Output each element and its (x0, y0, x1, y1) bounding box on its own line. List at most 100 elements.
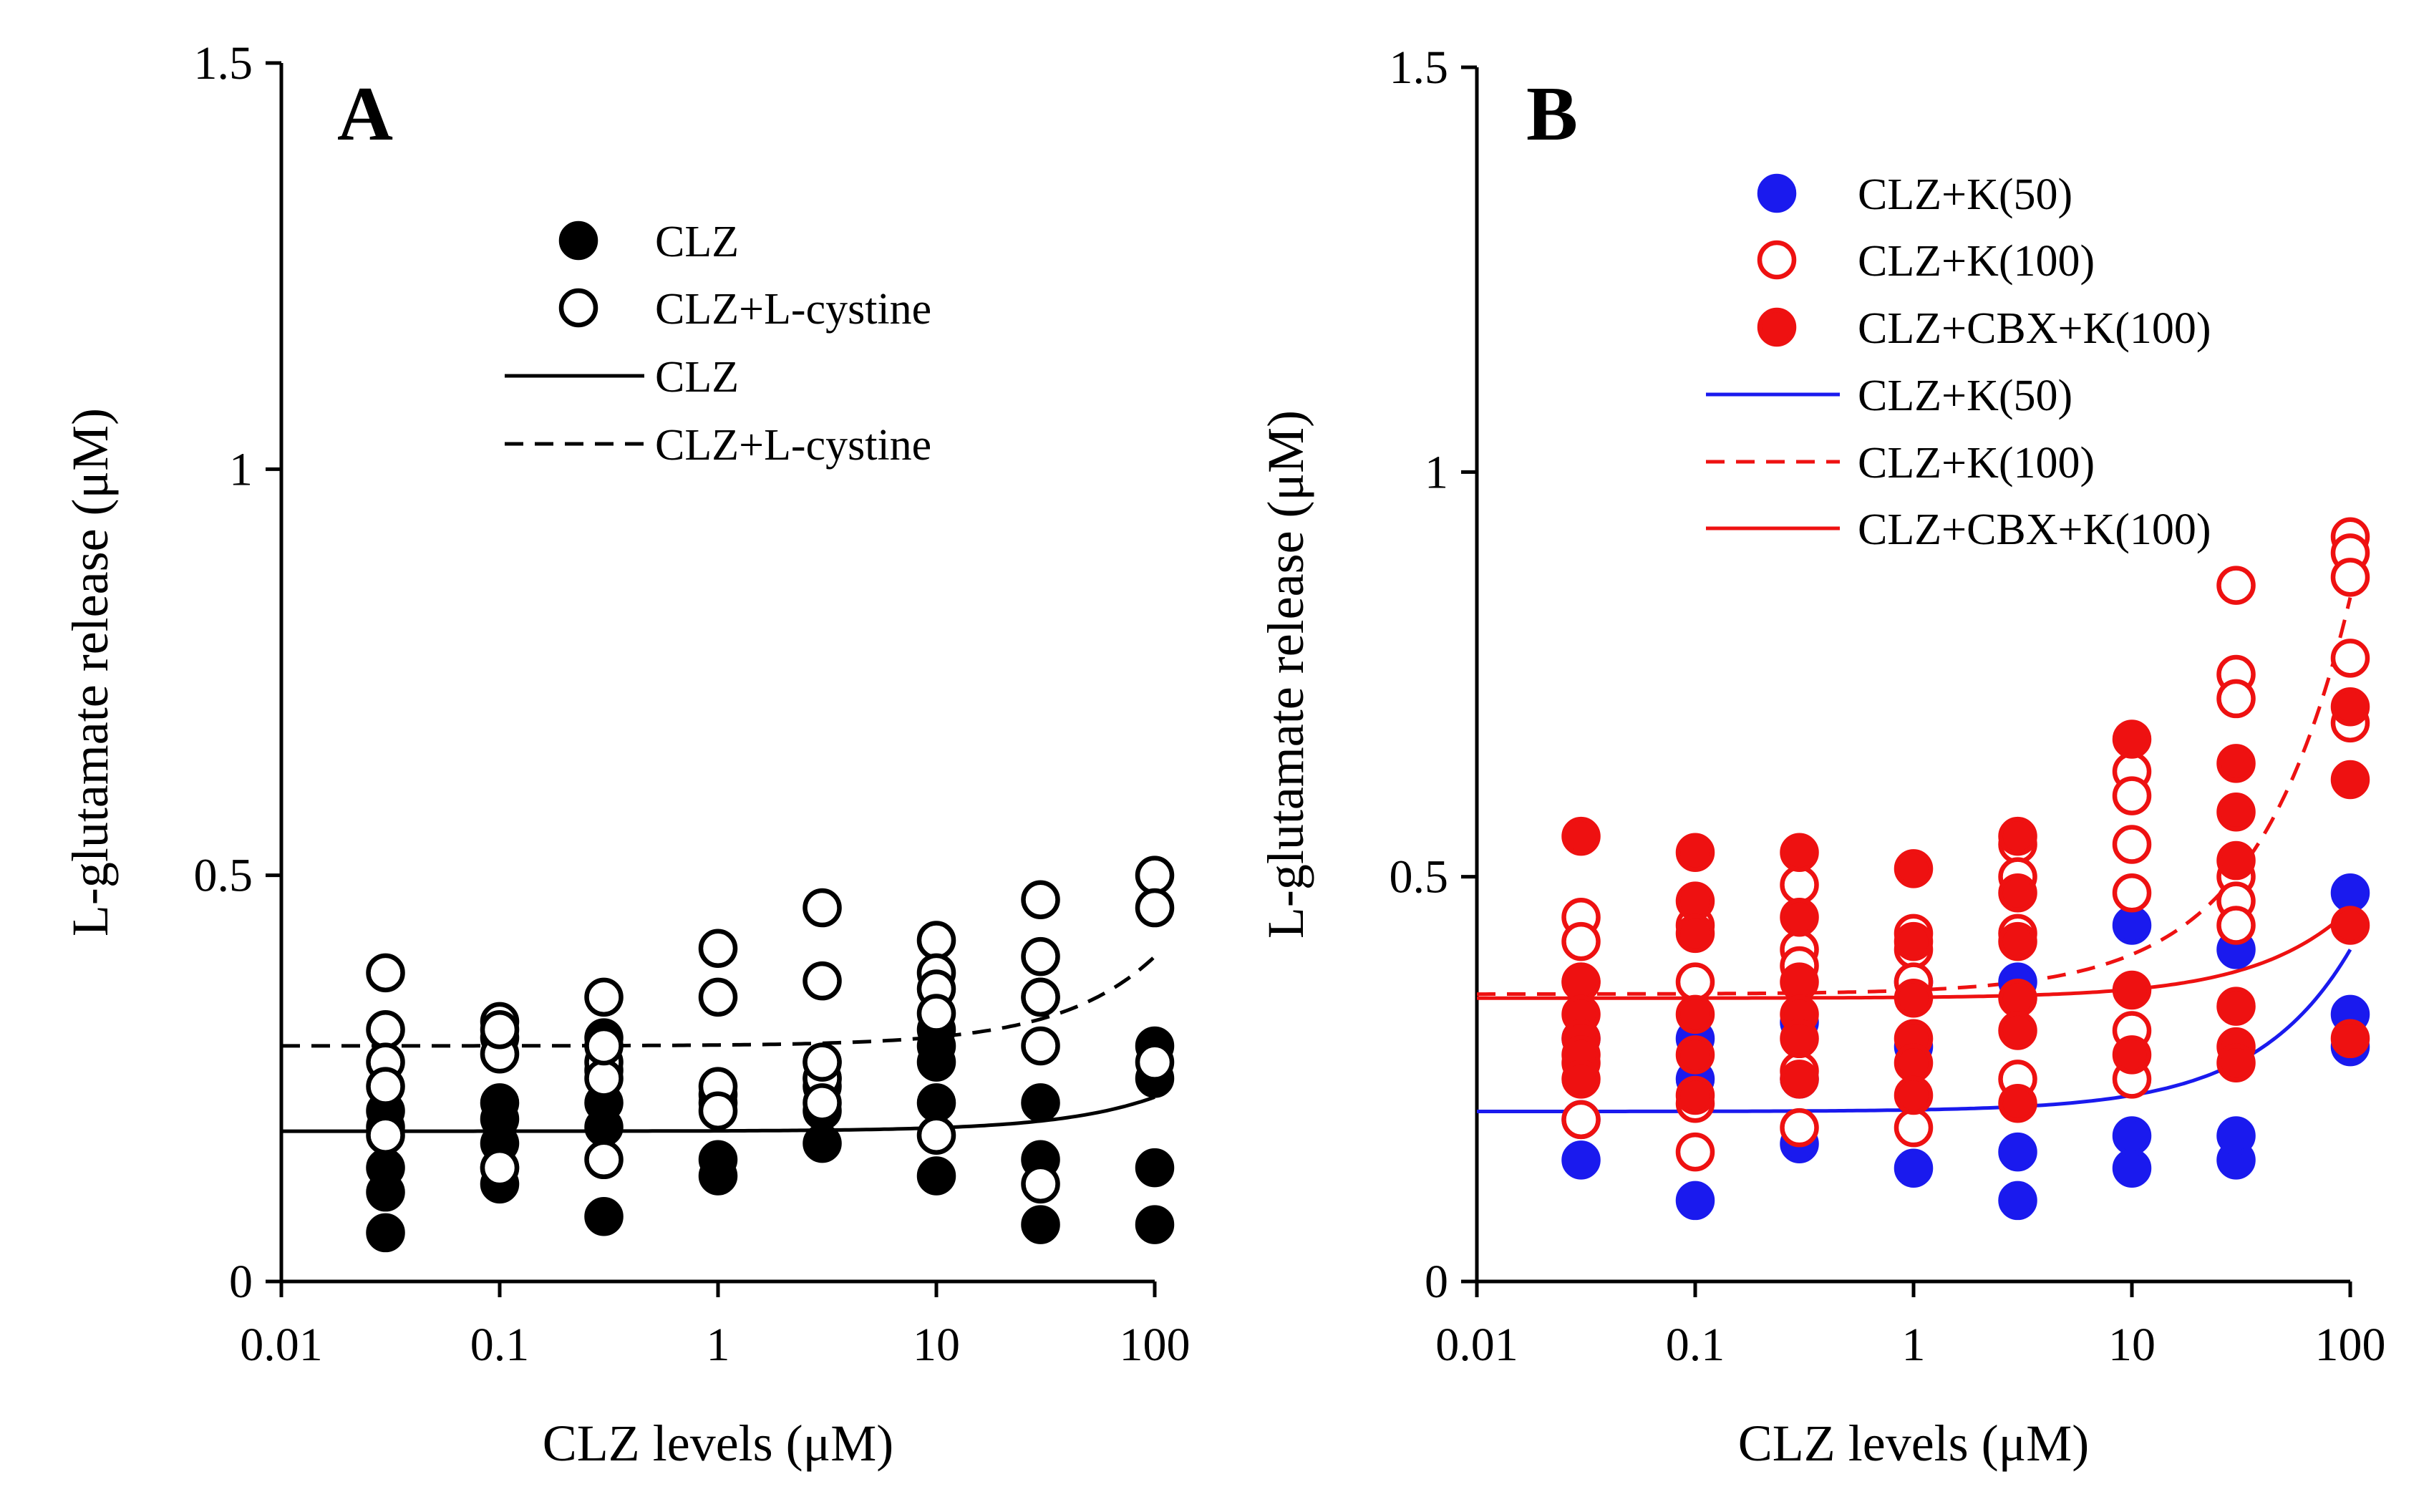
panel-b-point-clz-cbx-k-100 (2330, 906, 2370, 945)
panel-a-point-clz (803, 1123, 842, 1163)
panel-a-point-clz-l-cystine (480, 1010, 520, 1050)
panel-a-y-tick-label: 0.5 (194, 850, 253, 902)
panel-b-point-clz-cbx-k-100 (1675, 1075, 1715, 1115)
panel-b-point-clz-cbx-k-100 (1780, 1060, 1819, 1099)
panel-b-point-clz-k-100 (1780, 865, 1819, 905)
panel-a-point-clz-l-cystine (803, 888, 842, 928)
panel-b-point-clz-cbx-k-100 (2112, 719, 2152, 759)
panel-b-point-clz-k-50 (2112, 906, 2152, 945)
panel-a-legend-marker-clz (558, 220, 598, 261)
panel-b-y-axis-label: L-glutamate release (μM) (1257, 410, 1314, 939)
panel-a-fit-line-clz (281, 1095, 1155, 1133)
panel-a-y-axis-label: L-glutamate release (μM) (62, 408, 119, 936)
panel-a-point-clz-l-cystine (1021, 1164, 1060, 1204)
panel-b-legend-marker-clz-k-50 (1757, 173, 1797, 213)
panel-a-y-tick-label: 0 (229, 1256, 253, 1308)
panel-b-point-clz-cbx-k-100 (2216, 792, 2256, 832)
panel-b-point-clz-k-100 (1894, 1108, 1934, 1148)
panel-b-point-clz-cbx-k-100 (2330, 687, 2370, 727)
panel-a-point-clz-l-cystine (584, 977, 624, 1017)
panel-b-point-clz-cbx-k-100 (1894, 979, 1934, 1018)
panel-b-point-clz-k-100 (2112, 873, 2152, 913)
panel-b-y-tick-label: 1.5 (1390, 42, 1449, 94)
panel-a-point-clz (1021, 1083, 1060, 1123)
panel-a-point-clz-l-cystine (366, 1115, 405, 1155)
panel-b-point-clz-k-100 (1561, 1100, 1601, 1140)
panel-b-point-clz-cbx-k-100 (2112, 970, 2152, 1010)
panel-a-point-clz-l-cystine (1021, 1026, 1060, 1066)
panel-b: 0.01 0.1 1 10 100 0 0.5 1 1.5 CLZ levels (μM) L-gl… (1257, 42, 2386, 1472)
panel-b-legend-label: CLZ+K(50) (1858, 372, 2072, 420)
panel-a-point-clz (1135, 1205, 1175, 1244)
panel-b-point-clz-cbx-k-100 (2216, 744, 2256, 783)
panel-b-y-tick-label: 0 (1425, 1256, 1448, 1308)
panel-b-point-clz-k-100 (1561, 921, 1601, 961)
panel-a-point-clz-l-cystine (698, 929, 738, 969)
panel-b-point-clz-k-50 (1998, 1181, 2037, 1221)
panel-b-point-clz-cbx-k-100 (2216, 1043, 2256, 1082)
panel-a-point-clz-l-cystine (366, 1010, 405, 1050)
panel-a-point-clz-l-cystine (584, 1140, 624, 1180)
panel-b-x-tick-label: 1 (1902, 1319, 1926, 1371)
panel-a-letter: A (337, 72, 393, 157)
panel-b-x-tick-label: 100 (2315, 1319, 2386, 1371)
panel-a-x-tick-label: 0.1 (470, 1319, 530, 1371)
panel-b-point-clz-cbx-k-100 (1675, 833, 1715, 872)
panel-a-legend-marker-clz-l-cystine (558, 288, 598, 328)
panel-b-point-clz-k-50 (2216, 1116, 2256, 1155)
panel-a-point-clz (698, 1140, 738, 1180)
panel-a-point-clz-l-cystine (584, 1026, 624, 1066)
panel-b-point-clz-k-50 (1894, 1148, 1934, 1188)
panel-b-point-clz-cbx-k-100 (1561, 1060, 1601, 1099)
panel-a-point-clz (584, 1196, 624, 1236)
panel-a-point-clz (1135, 1148, 1175, 1188)
panel-b-legend-label: CLZ+CBX+K(100) (1858, 304, 2211, 353)
panel-b-point-clz-cbx-k-100 (1998, 1011, 2037, 1050)
panel-b-point-clz-cbx-k-100 (1675, 994, 1715, 1034)
panel-a-point-clz-l-cystine (1135, 888, 1175, 928)
panel-a-point-clz (916, 1083, 956, 1123)
panel-a-point-clz-l-cystine (366, 1067, 405, 1106)
panel-a-point-clz-l-cystine (698, 1091, 738, 1130)
panel-b-point-clz-k-100 (1780, 1108, 1819, 1148)
panel-a-point-clz-l-cystine (803, 961, 842, 1001)
panel-a-x-tick-label: 0.01 (240, 1319, 323, 1371)
panel-a-point-clz (366, 1148, 405, 1188)
panel-a-point-clz-l-cystine (1135, 856, 1175, 895)
panel-a-y-tick-label: 1 (229, 443, 253, 495)
panel-b-point-clz-cbx-k-100 (1894, 1043, 1934, 1082)
panel-a-legend-label: CLZ+L-cystine (655, 285, 931, 334)
panel-b-point-clz-k-100 (2216, 679, 2256, 719)
panel-a-point-clz-l-cystine (698, 977, 738, 1017)
panel-b-point-clz-k-100 (2216, 566, 2256, 605)
panel-a-legend-label: CLZ (655, 353, 739, 402)
panel-a-point-clz-l-cystine (480, 1148, 520, 1188)
panel-b-point-clz-cbx-k-100 (2330, 1019, 2370, 1059)
panel-b-x-axis-label: CLZ levels (μM) (1738, 1415, 2090, 1472)
panel-a-point-clz-l-cystine (1135, 1042, 1175, 1082)
panel-b-point-clz-cbx-k-100 (1561, 962, 1601, 1002)
panel-b-point-clz-k-100 (2216, 906, 2256, 945)
panel-b-legend-label: CLZ+K(100) (1858, 237, 2095, 286)
panel-b-point-clz-cbx-k-100 (1780, 897, 1819, 937)
panel-b-legend-marker-clz-cbx-k-100 (1757, 307, 1797, 347)
panel-a-point-clz-l-cystine (916, 921, 956, 960)
panel-a-point-clz-l-cystine (803, 1083, 842, 1123)
panel-b-point-clz-cbx-k-100 (1998, 873, 2037, 913)
panel-a-point-clz-l-cystine (1021, 936, 1060, 976)
panel-b-legend-marker-clz-k-100 (1757, 240, 1797, 280)
panel-a-point-clz-l-cystine (584, 1059, 624, 1098)
panel-b-point-clz-cbx-k-100 (1675, 881, 1715, 921)
panel-b-point-clz-k-100 (1675, 962, 1715, 1002)
panel-b-point-clz-k-100 (2330, 558, 2370, 597)
panel-b-point-clz-cbx-k-100 (2330, 760, 2370, 800)
panel-b-point-clz-k-50 (1998, 1132, 2037, 1172)
panel-b-point-clz-cbx-k-100 (2216, 987, 2256, 1026)
panel-a-point-clz (916, 1156, 956, 1196)
panel-a-x-tick-label: 10 (913, 1319, 960, 1371)
panel-b-x-tick-label: 10 (2108, 1319, 2156, 1371)
panel-b-point-clz-cbx-k-100 (1998, 921, 2037, 961)
panel-b-point-clz-k-100 (2112, 825, 2152, 864)
panel-b-letter: B (1526, 72, 1578, 157)
